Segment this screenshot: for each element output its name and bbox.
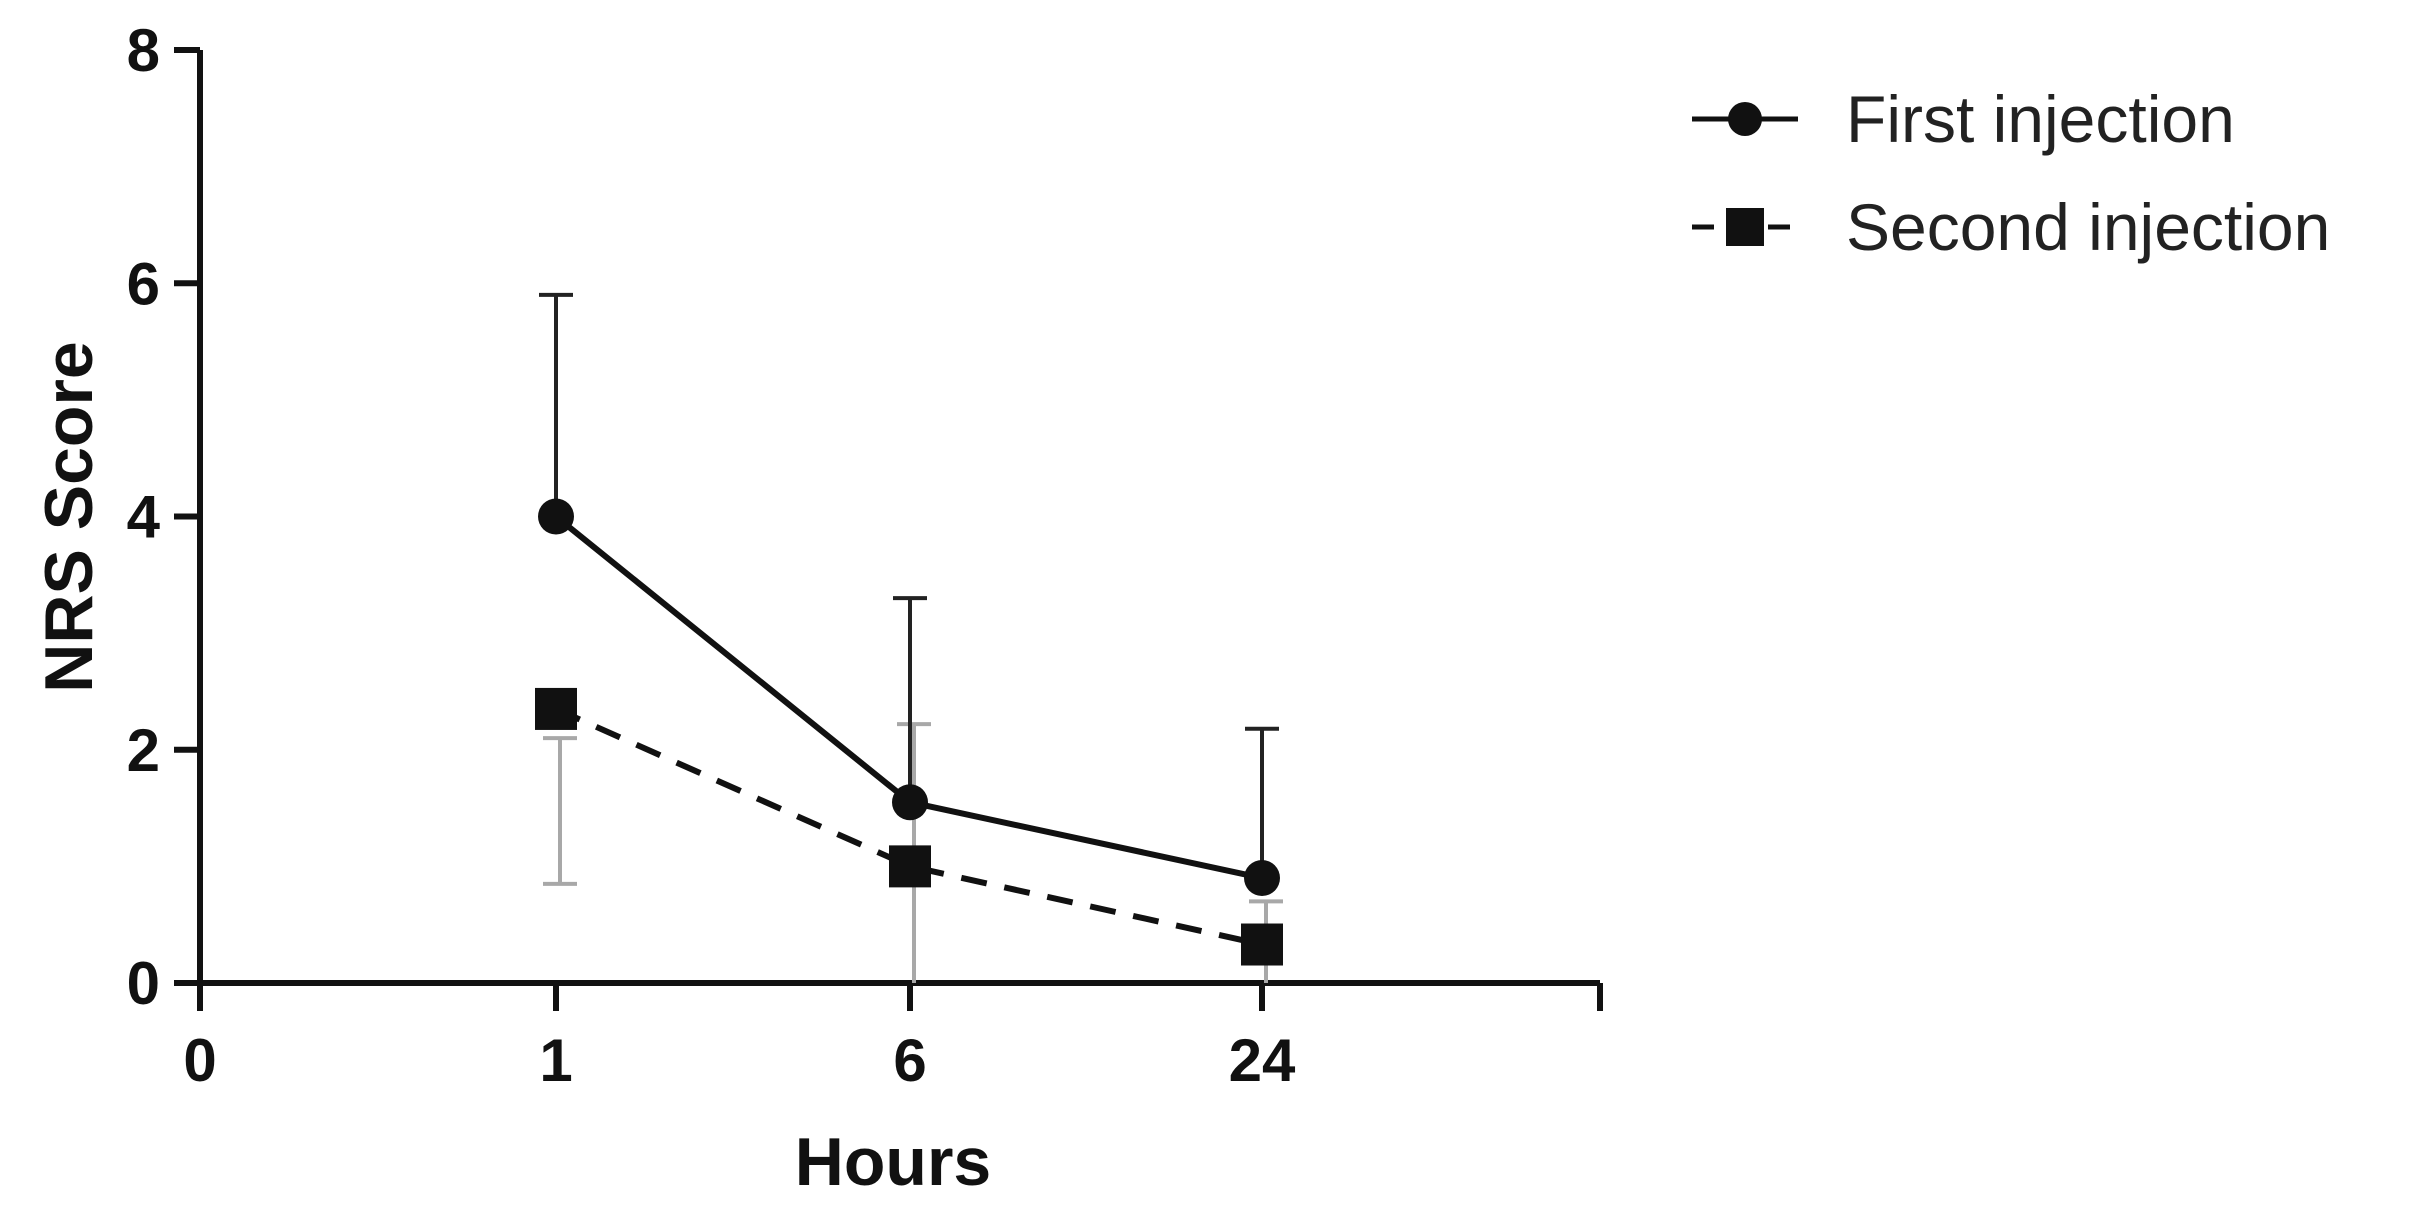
legend-marker-square [1726,208,1764,246]
markers [535,498,1283,966]
data-point-second-injection [889,845,931,888]
y-tick-label: 0 [127,950,160,1017]
data-point-second-injection [535,687,577,730]
legend-label-first-injection: First injection [1846,82,2235,156]
x-tick-label: 24 [1229,1027,1296,1094]
x-ticks: 0 1 6 24 [183,983,1603,1094]
y-tick-label: 4 [127,484,161,551]
data-point-first-injection [892,784,928,821]
legend: First injection Second injection [1692,82,2330,264]
data-point-first-injection [538,498,574,535]
y-tick-label: 6 [127,250,160,317]
x-axis-title: Hours [795,1124,991,1200]
data-point-first-injection [1244,860,1280,897]
legend-item-second-injection: Second injection [1692,190,2330,264]
series-line-second-injection [554,706,1263,948]
y-axis-title: NRS Score [31,341,107,692]
x-tick-label: 1 [539,1027,572,1094]
legend-label-second-injection: Second injection [1846,190,2330,264]
x-tick-label: 6 [893,1027,926,1094]
y-ticks: 0 2 4 6 8 [127,17,200,1017]
y-tick-label: 8 [127,17,160,84]
legend-marker-circle [1728,102,1762,136]
x-tick-label: 0 [183,1027,216,1094]
data-point-second-injection [1241,923,1283,966]
y-tick-label: 2 [127,717,160,784]
legend-item-first-injection: First injection [1692,82,2235,156]
